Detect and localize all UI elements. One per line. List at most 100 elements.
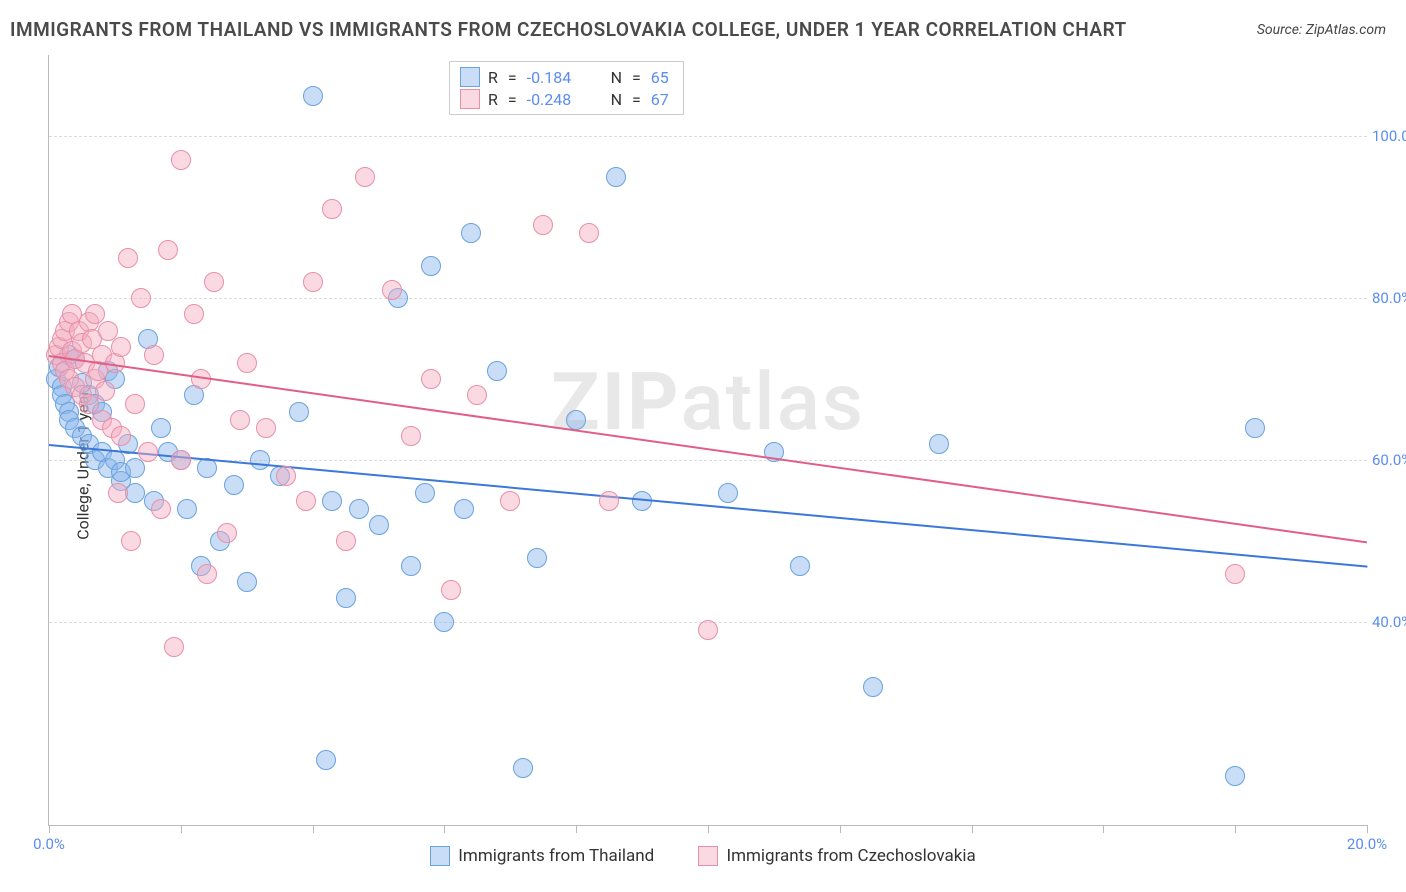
x-tick (181, 825, 182, 833)
scatter-point-czech (144, 345, 164, 365)
scatter-point-thailand (415, 483, 435, 503)
x-tick (576, 825, 577, 833)
y-tick-label: 80.0% (1372, 289, 1406, 307)
scatter-point-thailand (289, 402, 309, 422)
n-value-thailand: 65 (651, 68, 669, 87)
chart-title: IMMIGRANTS FROM THAILAND VS IMMIGRANTS F… (10, 18, 1127, 41)
scatter-point-czech (95, 381, 115, 401)
scatter-point-czech (125, 394, 145, 414)
x-tick (1367, 825, 1368, 833)
scatter-point-czech (111, 337, 131, 357)
scatter-point-czech (441, 580, 461, 600)
scatter-point-thailand (929, 434, 949, 454)
x-tick (1103, 825, 1104, 833)
scatter-point-czech (138, 442, 158, 462)
x-tick (1235, 825, 1236, 833)
legend-item-thailand: Immigrants from Thailand (430, 846, 654, 866)
x-tick (49, 825, 50, 833)
scatter-point-thailand (1245, 418, 1265, 438)
scatter-point-thailand (197, 458, 217, 478)
gridline (49, 136, 1367, 137)
scatter-point-czech (164, 637, 184, 657)
swatch-thailand (430, 846, 450, 866)
scatter-point-thailand (322, 491, 342, 511)
scatter-point-czech (197, 564, 217, 584)
r-value-czech: -0.248 (527, 90, 587, 109)
scatter-point-czech (599, 491, 619, 511)
x-tick (840, 825, 841, 833)
scatter-point-czech (276, 466, 296, 486)
n-label: N (611, 68, 622, 87)
scatter-point-thailand (863, 677, 883, 697)
scatter-point-thailand (237, 572, 257, 592)
y-tick-label: 40.0% (1372, 613, 1406, 631)
scatter-point-thailand (527, 548, 547, 568)
scatter-point-thailand (151, 418, 171, 438)
n-label: N (611, 90, 622, 109)
scatter-point-thailand (434, 612, 454, 632)
swatch-czech (460, 89, 480, 109)
series-legend: Immigrants from Thailand Immigrants from… (0, 846, 1406, 871)
scatter-point-thailand (454, 499, 474, 519)
scatter-point-thailand (718, 483, 738, 503)
scatter-point-czech (111, 426, 131, 446)
gridline (49, 460, 1367, 461)
scatter-point-czech (204, 272, 224, 292)
legend-label-thailand: Immigrants from Thailand (458, 846, 654, 866)
scatter-point-thailand (369, 515, 389, 535)
y-tick-label: 100.0% (1372, 127, 1406, 145)
scatter-point-czech (579, 223, 599, 243)
scatter-point-czech (151, 499, 171, 519)
r-value-thailand: -0.184 (527, 68, 587, 87)
scatter-point-thailand (224, 475, 244, 495)
source-attribution: Source: ZipAtlas.com (1257, 22, 1386, 38)
scatter-point-czech (322, 199, 342, 219)
r-label: R (488, 90, 498, 109)
scatter-point-czech (421, 369, 441, 389)
scatter-point-thailand (336, 588, 356, 608)
trend-line-thailand (49, 444, 1367, 568)
scatter-point-czech (382, 280, 402, 300)
scatter-point-czech (171, 450, 191, 470)
scatter-point-thailand (349, 499, 369, 519)
watermark-atlas: atlas (681, 355, 865, 449)
legend-item-czech: Immigrants from Czechoslovakia (698, 846, 975, 866)
scatter-point-thailand (250, 450, 270, 470)
source-prefix: Source: (1257, 22, 1306, 38)
scatter-point-czech (698, 620, 718, 640)
equals-sign: = (632, 68, 641, 87)
legend-row-czech: R = -0.248 N = 67 (460, 88, 669, 110)
scatter-point-czech (303, 272, 323, 292)
equals-sign: = (508, 90, 517, 109)
chart-container: College, Under 1 year ZIPatlas R = -0.18… (0, 55, 1406, 875)
scatter-point-czech (401, 426, 421, 446)
scatter-point-czech (500, 491, 520, 511)
scatter-point-czech (467, 385, 487, 405)
x-tick (313, 825, 314, 833)
scatter-point-thailand (487, 361, 507, 381)
plot-area: ZIPatlas R = -0.184 N = 65 R = -0.248 N (48, 55, 1367, 826)
scatter-point-thailand (461, 223, 481, 243)
scatter-point-czech (158, 240, 178, 260)
scatter-point-czech (217, 523, 237, 543)
equals-sign: = (632, 90, 641, 109)
x-tick (708, 825, 709, 833)
scatter-point-thailand (1225, 766, 1245, 786)
x-tick (972, 825, 973, 833)
scatter-point-thailand (566, 410, 586, 430)
scatter-point-thailand (401, 556, 421, 576)
scatter-point-thailand (177, 499, 197, 519)
scatter-point-czech (171, 150, 191, 170)
scatter-point-czech (296, 491, 316, 511)
n-value-czech: 67 (651, 90, 669, 109)
scatter-point-czech (184, 304, 204, 324)
scatter-point-thailand (421, 256, 441, 276)
swatch-czech (698, 846, 718, 866)
scatter-point-thailand (303, 86, 323, 106)
scatter-point-thailand (513, 758, 533, 778)
scatter-point-czech (108, 483, 128, 503)
scatter-point-thailand (316, 750, 336, 770)
scatter-point-thailand (606, 167, 626, 187)
legend-label-czech: Immigrants from Czechoslovakia (726, 846, 975, 866)
x-tick (444, 825, 445, 833)
